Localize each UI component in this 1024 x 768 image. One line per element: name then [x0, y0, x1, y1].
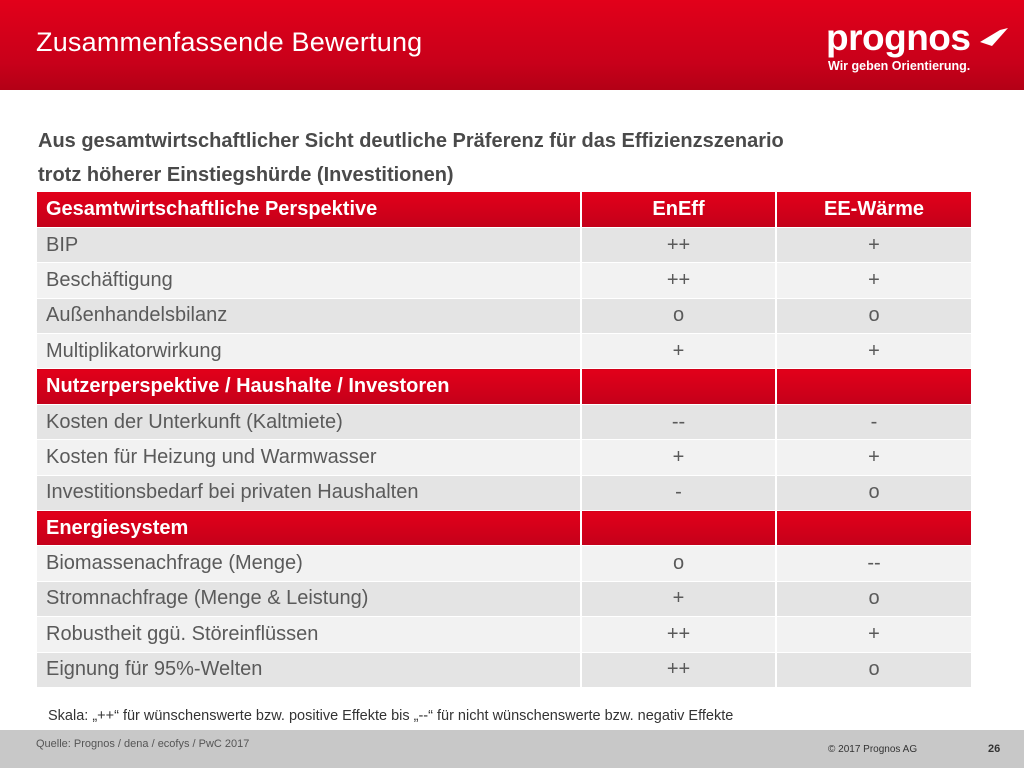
section-title: Gesamtwirtschaftliche Perspektive [37, 192, 582, 228]
section-header-cell [776, 510, 971, 547]
scale-footnote: Skala: „++“ für wünschenswerte bzw. posi… [48, 708, 734, 724]
rating-ee-waerme: + [776, 262, 971, 299]
logo-swoosh-icon [980, 28, 1008, 46]
rating-eneff: ++ [581, 262, 777, 299]
prognos-logo: prognos Wir geben Orientierung. [826, 18, 1010, 76]
rating-ee-waerme: -- [776, 545, 971, 582]
rating-eneff: + [581, 581, 777, 618]
rating-eneff: - [581, 475, 777, 512]
table-row: Multiplikatorwirkung + + [37, 333, 971, 370]
table-row: Eignung für 95%-Welten ++ o [37, 652, 971, 688]
logo-wordmark: prognos [826, 17, 971, 58]
row-label: Kosten der Unterkunft (Kaltmiete) [37, 404, 582, 441]
evaluation-table: Gesamtwirtschaftliche Perspektive EnEff … [37, 192, 971, 688]
subtitle-line-2: trotz höherer Einstiegshürde (Investitio… [38, 164, 454, 186]
copyright-note: © 2017 Prognos AG [828, 744, 918, 755]
rating-eneff: ++ [581, 652, 777, 688]
row-label: BIP [37, 227, 582, 264]
table-row: Robustheit ggü. Störeinflüssen ++ + [37, 616, 971, 653]
section-header-cell [581, 368, 777, 405]
rating-ee-waerme: + [776, 439, 971, 476]
row-label: Kosten für Heizung und Warmwasser [37, 439, 582, 476]
rating-eneff: + [581, 333, 777, 370]
section-header-cell [776, 368, 971, 405]
row-label: Investitionsbedarf bei privaten Haushalt… [37, 475, 582, 512]
table-row: Stromnachfrage (Menge & Leistung) + o [37, 581, 971, 618]
logo-tagline: Wir geben Orientierung. [828, 59, 971, 73]
header-bar: Zusammenfassende Bewertung prognos Wir g… [0, 0, 1024, 90]
row-label: Außenhandelsbilanz [37, 298, 582, 335]
section-header-row: Nutzerperspektive / Haushalte / Investor… [37, 368, 971, 405]
page-number: 26 [988, 743, 1001, 755]
source-note: Quelle: Prognos / dena / ecofys / PwC 20… [36, 738, 250, 750]
table-row: Biomassenachfrage (Menge) o -- [37, 545, 971, 582]
section-title: Nutzerperspektive / Haushalte / Investor… [37, 368, 582, 405]
rating-ee-waerme: + [776, 333, 971, 370]
slide-subtitle: Aus gesamtwirtschaftlicher Sicht deutlic… [38, 124, 978, 192]
column-header-eneff: EnEff [581, 192, 777, 228]
rating-eneff: + [581, 439, 777, 476]
row-label: Robustheit ggü. Störeinflüssen [37, 616, 582, 653]
table-row: BIP ++ + [37, 227, 971, 264]
table-row: Investitionsbedarf bei privaten Haushalt… [37, 475, 971, 512]
page-title: Zusammenfassende Bewertung [36, 27, 423, 57]
row-label: Multiplikatorwirkung [37, 333, 582, 370]
rating-ee-waerme: o [776, 652, 971, 688]
column-header-ee-waerme: EE-Wärme [776, 192, 971, 228]
rating-ee-waerme: o [776, 581, 971, 618]
rating-ee-waerme: + [776, 616, 971, 653]
section-header-cell [581, 510, 777, 547]
table-row: Außenhandelsbilanz o o [37, 298, 971, 335]
row-label: Eignung für 95%-Welten [37, 652, 582, 688]
rating-eneff: -- [581, 404, 777, 441]
rating-eneff: o [581, 298, 777, 335]
rating-ee-waerme: - [776, 404, 971, 441]
rating-ee-waerme: o [776, 475, 971, 512]
table-row: Kosten für Heizung und Warmwasser + + [37, 439, 971, 476]
section-header-row: Energiesystem [37, 510, 971, 547]
rating-eneff: ++ [581, 227, 777, 264]
rating-eneff: ++ [581, 616, 777, 653]
row-label: Biomassenachfrage (Menge) [37, 545, 582, 582]
footer-bar: Quelle: Prognos / dena / ecofys / PwC 20… [0, 730, 1024, 768]
row-label: Stromnachfrage (Menge & Leistung) [37, 581, 582, 618]
table-row: Beschäftigung ++ + [37, 262, 971, 299]
row-label: Beschäftigung [37, 262, 582, 299]
rating-eneff: o [581, 545, 777, 582]
rating-ee-waerme: o [776, 298, 971, 335]
subtitle-line-1: Aus gesamtwirtschaftlicher Sicht deutlic… [38, 130, 784, 152]
table-row: Kosten der Unterkunft (Kaltmiete) -- - [37, 404, 971, 441]
section-title: Energiesystem [37, 510, 582, 547]
section-header-row: Gesamtwirtschaftliche Perspektive EnEff … [37, 192, 971, 228]
rating-ee-waerme: + [776, 227, 971, 264]
